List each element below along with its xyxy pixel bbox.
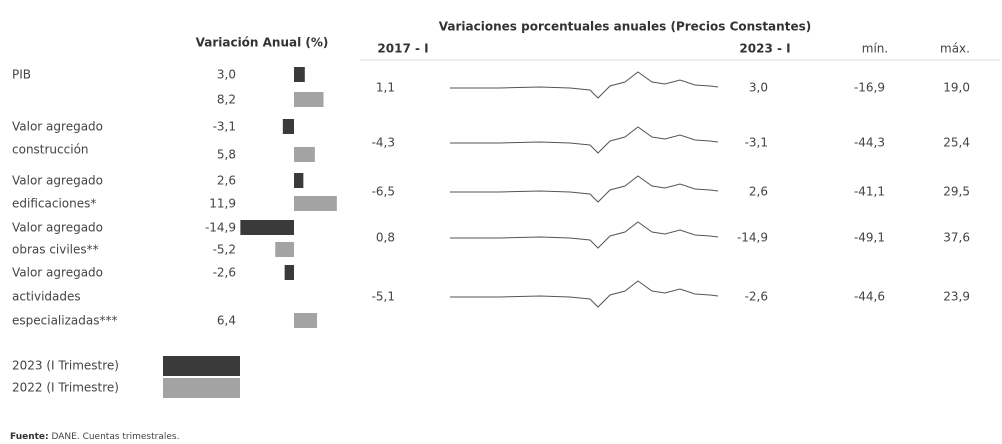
bar xyxy=(240,220,294,235)
sparkline xyxy=(450,221,719,249)
row-label: Valor agregado xyxy=(12,120,103,134)
bar xyxy=(294,173,304,188)
value-2023: 2,6 xyxy=(749,185,768,199)
legend-swatch xyxy=(163,378,240,398)
row-label: construcción xyxy=(12,143,89,157)
legend-label: 2023 (I Trimestre) xyxy=(12,359,119,373)
row-label: especializadas*** xyxy=(12,314,117,328)
row-label: Valor agregado xyxy=(12,266,103,280)
bar-value: 2,6 xyxy=(217,174,236,188)
value-max: 29,5 xyxy=(943,185,970,199)
value-min: -44,6 xyxy=(854,290,885,304)
bar xyxy=(294,196,337,211)
sparkline xyxy=(450,280,719,308)
bar-value: 11,9 xyxy=(209,197,236,211)
bar xyxy=(284,265,294,280)
value-2023: -3,1 xyxy=(745,136,768,150)
bar xyxy=(282,119,294,134)
row-label: Valor agregado xyxy=(12,221,103,235)
bar-value: 8,2 xyxy=(217,93,236,107)
value-2023: -2,6 xyxy=(745,290,768,304)
value-max: 19,0 xyxy=(943,81,970,95)
value-2017: -5,1 xyxy=(372,290,395,304)
col-2017: 2017 - I xyxy=(377,42,428,56)
sparkline xyxy=(450,71,719,99)
row-label: Valor agregado xyxy=(12,174,103,188)
value-min: -41,1 xyxy=(854,185,885,199)
title-left: Variación Anual (%) xyxy=(196,36,329,50)
value-max: 25,4 xyxy=(943,136,970,150)
bar-value: 6,4 xyxy=(217,314,236,328)
row-label: edificaciones* xyxy=(12,197,96,211)
row-label: PIB xyxy=(12,68,31,82)
legend-swatch xyxy=(163,356,240,376)
value-2023: 3,0 xyxy=(749,81,768,95)
col-max: máx. xyxy=(940,42,970,56)
bar xyxy=(294,147,315,162)
legend-label: 2022 (I Trimestre) xyxy=(12,381,119,395)
value-min: -16,9 xyxy=(854,81,885,95)
value-2017: 0,8 xyxy=(376,231,395,245)
sparkline xyxy=(450,175,719,203)
source-bold: Fuente: xyxy=(10,432,49,442)
col-min: mín. xyxy=(862,42,888,56)
bar xyxy=(294,313,318,328)
value-min: -49,1 xyxy=(854,231,885,245)
col-2023: 2023 - I xyxy=(739,42,790,56)
bar xyxy=(294,67,305,82)
value-2017: 1,1 xyxy=(376,81,395,95)
value-min: -44,3 xyxy=(854,136,885,150)
value-max: 23,9 xyxy=(943,290,970,304)
bar-value: -2,6 xyxy=(213,266,236,280)
value-2023: -14,9 xyxy=(737,231,768,245)
value-2017: -4,3 xyxy=(372,136,395,150)
source: Fuente: DANE. Cuentas trimestrales. xyxy=(10,432,179,442)
value-max: 37,6 xyxy=(943,231,970,245)
title-right: Variaciones porcentuales anuales (Precio… xyxy=(439,20,811,34)
bar xyxy=(294,92,324,107)
bar-value: -3,1 xyxy=(213,120,236,134)
sparkline xyxy=(450,126,719,154)
bar-value: -5,2 xyxy=(213,243,236,257)
bar xyxy=(275,242,294,257)
bar-value: 5,8 xyxy=(217,148,236,162)
source-text: DANE. Cuentas trimestrales. xyxy=(52,432,180,442)
bar-value: 3,0 xyxy=(217,68,236,82)
row-label: obras civiles** xyxy=(12,243,99,257)
bar-value: -14,9 xyxy=(205,221,236,235)
value-2017: -6,5 xyxy=(372,185,395,199)
row-label: actividades xyxy=(12,290,81,304)
